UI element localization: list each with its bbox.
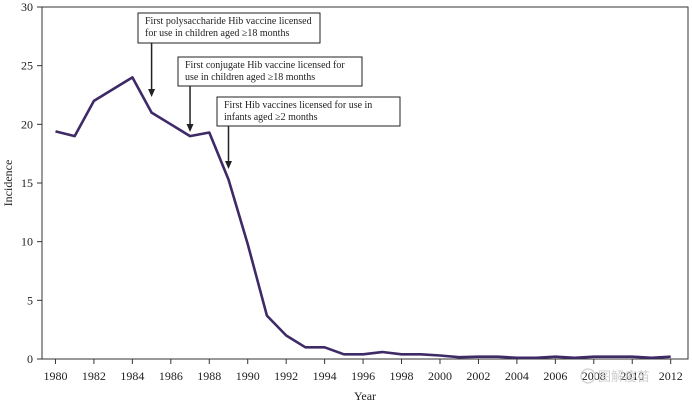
x-tick-label: 2000 (428, 369, 452, 383)
x-tick-label: 2008 (582, 369, 606, 383)
x-tick-label: 1982 (82, 369, 106, 383)
x-tick-label: 2010 (620, 369, 644, 383)
annotation-box (216, 96, 401, 127)
watermark: 图解疫苗 (580, 368, 650, 384)
annotation-box (177, 56, 363, 87)
x-tick-label: 1984 (120, 369, 144, 383)
x-axis-title: Year (354, 389, 376, 403)
annotation-text: use in children aged ≥18 months (185, 72, 315, 83)
y-axis-ticks: 0 5 10 15 20 25 30 (21, 0, 42, 366)
x-tick-label: 2006 (543, 369, 567, 383)
y-tick-label: 15 (21, 176, 33, 190)
annotation-arrow-head (224, 161, 232, 169)
y-axis-title: Incidence (1, 160, 15, 207)
plot-area-border (41, 6, 689, 360)
annotation-text: First polysaccharide Hib vaccine license… (145, 16, 312, 27)
x-tick-label: 1992 (274, 369, 298, 383)
x-tick-label: 2012 (659, 369, 683, 383)
watermark-text: 图解疫苗 (598, 369, 650, 384)
y-tick-label: 20 (21, 117, 33, 131)
y-tick-label: 30 (21, 0, 33, 14)
x-tick-label: 2002 (466, 369, 490, 383)
annotation-text: First conjugate Hib vaccine licensed for (185, 60, 345, 71)
x-tick-label: 2004 (505, 369, 529, 383)
annotation-text: infants aged ≥2 months (224, 112, 318, 123)
x-tick-label: 1990 (236, 369, 260, 383)
annotations: First polysaccharide Hib vaccine license… (137, 12, 401, 169)
series-line-group (55, 76, 671, 360)
x-tick-label: 1986 (159, 369, 183, 383)
annotation-text: for use in children aged ≥18 months (145, 28, 289, 39)
annotation-text: First Hib vaccines licensed for use in (224, 100, 372, 111)
x-tick-label: 1998 (390, 369, 414, 383)
x-tick-label: 1996 (351, 369, 375, 383)
x-tick-label: 1988 (197, 369, 221, 383)
watermark-logo-icon (580, 368, 596, 384)
series-line (55, 76, 671, 360)
y-tick-label: 0 (27, 352, 33, 366)
annotation-box (137, 12, 321, 44)
y-tick-label: 10 (21, 235, 33, 249)
y-tick-label: 25 (21, 59, 33, 73)
annotation-arrow-head (148, 89, 156, 97)
x-axis-ticks: 1980 1982 1984 1986 1988 1990 1992 1994 1996 1998… (43, 359, 683, 383)
x-tick-label: 1994 (313, 369, 337, 383)
annotation-arrow-head (186, 124, 194, 132)
plot-frame (41, 6, 689, 360)
y-tick-label: 5 (27, 293, 33, 307)
x-tick-label: 1980 (43, 369, 67, 383)
